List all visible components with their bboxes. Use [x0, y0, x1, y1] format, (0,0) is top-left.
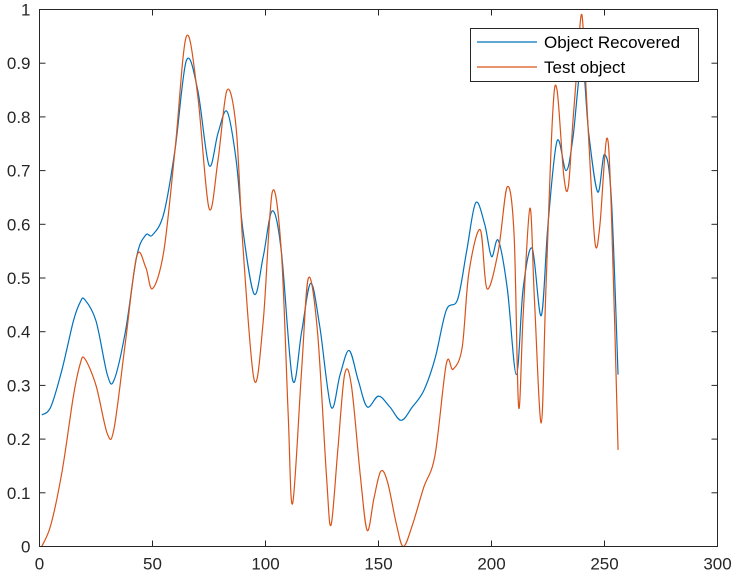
- y-tick-label: 0.2: [7, 430, 31, 449]
- x-tick-label: 0: [35, 555, 44, 574]
- y-tick-label: 0.6: [7, 215, 31, 234]
- series-line-test-object: [41, 14, 619, 548]
- y-tick-label: 0.7: [7, 162, 31, 181]
- plot-area: [39, 9, 718, 547]
- x-tick-label: 300: [703, 555, 731, 574]
- y-tick-label: 0.9: [7, 54, 31, 73]
- y-tick-label: 0.3: [7, 376, 31, 395]
- legend-label-object-recovered: Object Recovered: [544, 33, 680, 52]
- y-tick-label: 0.1: [7, 484, 31, 503]
- y-tick-label: 0.8: [7, 108, 31, 127]
- y-tick-label: 1: [21, 1, 30, 20]
- series-layer: [41, 14, 619, 548]
- legend-box: [470, 28, 699, 82]
- x-tick-label: 200: [477, 555, 505, 574]
- x-tick-label: 250: [590, 555, 618, 574]
- y-tick-label: 0.5: [7, 269, 31, 288]
- x-tick-label: 150: [364, 555, 392, 574]
- y-tick-label: 0: [21, 538, 30, 557]
- y-tick-label: 0.4: [7, 323, 31, 342]
- x-tick-label: 50: [143, 555, 162, 574]
- series-line-object-recovered: [41, 57, 619, 421]
- x-tick-labels: 0 50 100 150 200 250 300: [35, 555, 732, 574]
- legend: Object Recovered Test object: [470, 28, 699, 82]
- ticks-layer: [39, 9, 718, 547]
- x-tick-label: 100: [251, 555, 279, 574]
- y-tick-labels: 0 0.1 0.2 0.3 0.4 0.5 0.6 0.7 0.8 0.9 1: [7, 1, 31, 557]
- legend-label-test-object: Test object: [544, 58, 626, 77]
